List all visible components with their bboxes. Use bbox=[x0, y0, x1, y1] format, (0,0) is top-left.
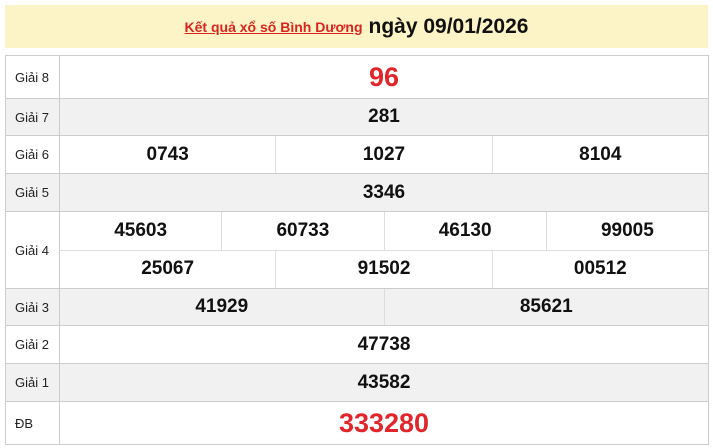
prize-number: 45603 bbox=[114, 219, 168, 241]
prize-row: Giải 7 281 bbox=[6, 99, 708, 136]
results-link[interactable]: Kết quả xổ số Bình Dương bbox=[184, 18, 363, 35]
prize-number: 41929 bbox=[195, 296, 249, 317]
prize-row: Giải 4 45603 60733 46130 99005 25067 91502 0051… bbox=[6, 212, 708, 289]
prize-row: Giải 2 47738 bbox=[6, 326, 708, 364]
prize-number: 43582 bbox=[357, 371, 411, 393]
prize-label: ĐB bbox=[6, 402, 60, 444]
results-table: Giải 8 96 Giải 7 281 Giải 6 0743 1027 8104 Giải … bbox=[5, 55, 709, 445]
prize-number: 96 bbox=[368, 61, 400, 92]
prize-row: Giải 6 0743 1027 8104 bbox=[6, 136, 708, 174]
prize-row: Giải 3 41929 85621 bbox=[6, 289, 708, 326]
results-header: Kết quả xổ số Bình Dương ngày 09/01/2026 bbox=[5, 5, 708, 48]
prize-number: 281 bbox=[368, 106, 400, 127]
prize-number: 99005 bbox=[545, 212, 708, 250]
prize-number: 0743 bbox=[146, 143, 189, 165]
prize-label: Giải 1 bbox=[6, 364, 60, 401]
prize-label: Giải 7 bbox=[6, 99, 60, 135]
prize-label: Giải 4 bbox=[6, 212, 60, 288]
prize-number: 1027 bbox=[275, 136, 491, 173]
prize-row: Giải 1 43582 bbox=[6, 364, 708, 402]
prize-number: 3346 bbox=[362, 181, 406, 203]
prize-number: 60733 bbox=[221, 212, 383, 250]
prize-label: Giải 3 bbox=[6, 289, 60, 325]
prize-label: Giải 5 bbox=[6, 174, 60, 211]
prize-number: 00512 bbox=[491, 250, 708, 288]
prize-label: Giải 6 bbox=[6, 136, 60, 173]
prize-label: Giải 8 bbox=[6, 56, 60, 98]
prize-number: 46130 bbox=[383, 212, 546, 250]
prize-number: 85621 bbox=[383, 289, 709, 325]
prize-number: 91502 bbox=[275, 250, 491, 288]
prize-number: 25067 bbox=[141, 258, 195, 280]
prize-row: Giải 5 3346 bbox=[6, 174, 708, 212]
prize-number: 47738 bbox=[357, 333, 411, 355]
prize-number: 8104 bbox=[491, 136, 708, 173]
prize-label: Giải 2 bbox=[6, 326, 60, 363]
draw-date: ngày 09/01/2026 bbox=[368, 14, 529, 38]
prize-row: Giải 8 96 bbox=[6, 56, 708, 99]
prize-row: ĐB 333280 bbox=[6, 402, 708, 445]
prize-number: 333280 bbox=[338, 407, 430, 438]
